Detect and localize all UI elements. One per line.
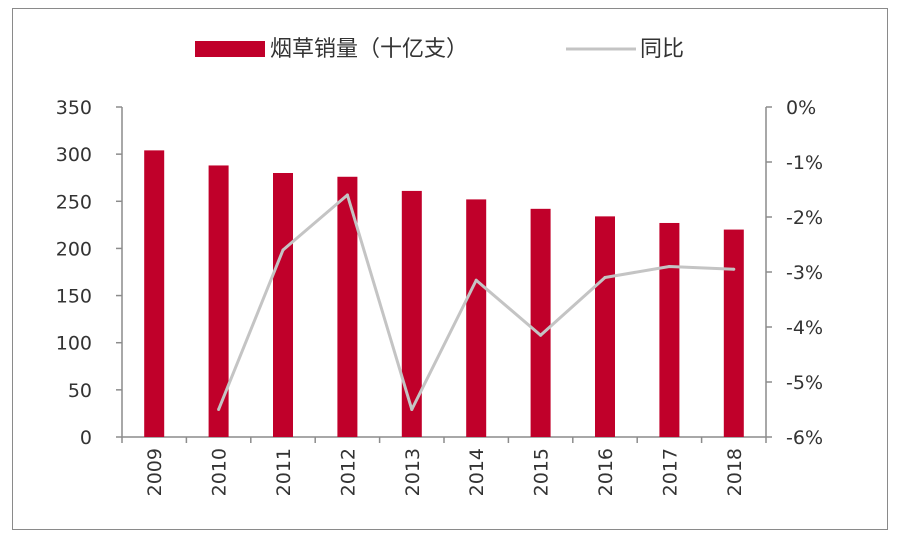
- axes: 0 50 100 150 200 250 300 350 -6% -5% -4% -3% -2% -1% 0…: [56, 97, 823, 449]
- x-tick-label: 2018: [724, 448, 746, 496]
- bar-2011: [273, 173, 293, 437]
- bar-2013: [401, 190, 422, 437]
- x-tick-labels: 2009 2010 2011 2012 2013 2014 2015 2016 2017 2018: [144, 448, 746, 496]
- right-tick-label: -1%: [786, 152, 823, 174]
- bar-2012: [337, 176, 358, 437]
- legend-label-bar: 烟草销量（十亿支）: [270, 37, 468, 62]
- x-tick-label: 2013: [402, 448, 424, 496]
- right-tick-label: -5%: [786, 372, 823, 394]
- legend: 烟草销量（十亿支） 同比: [195, 37, 684, 62]
- x-tick-label: 2010: [209, 448, 231, 496]
- bar-2014: [466, 199, 487, 437]
- right-tick-label: -3%: [786, 262, 823, 284]
- right-tick-label: -6%: [786, 427, 823, 449]
- yoy-point-2010: [217, 408, 221, 411]
- yoy-point-2018: [732, 267, 736, 271]
- yoy-point-2013: [410, 408, 414, 411]
- bar-2018: [723, 229, 744, 437]
- yoy-point-2015: [539, 333, 543, 337]
- bar-2016: [595, 216, 615, 437]
- x-tick-label: 2016: [595, 448, 617, 496]
- left-tick-label: 50: [68, 380, 92, 402]
- left-tick-label: 0: [80, 427, 92, 449]
- left-tick-label: 300: [56, 144, 92, 166]
- bar-series: [144, 150, 744, 437]
- bar-2009: [144, 150, 165, 437]
- x-tick-label: 2017: [659, 448, 681, 496]
- yoy-point-2017: [667, 265, 671, 268]
- left-tick-label: 350: [56, 97, 92, 119]
- left-tick-label: 250: [56, 191, 92, 213]
- left-tick-label: 200: [56, 238, 92, 260]
- left-tick-label: 150: [56, 286, 92, 308]
- bar-2010: [208, 165, 229, 437]
- yoy-point-2016: [603, 276, 607, 279]
- bar-2017: [659, 222, 680, 437]
- x-tick-label: 2011: [273, 448, 295, 496]
- yoy-point-2014: [474, 278, 478, 282]
- legend-swatch-bar: [195, 41, 265, 57]
- bar-2015: [530, 208, 551, 437]
- x-tick-label: 2014: [466, 448, 488, 496]
- yoy-point-2011: [281, 248, 285, 252]
- left-tick-label: 100: [56, 333, 92, 355]
- line-series: [217, 193, 736, 411]
- right-tick-label: -4%: [786, 317, 823, 339]
- yoy-point-2012: [345, 193, 349, 197]
- x-tick-label: 2009: [144, 448, 166, 496]
- x-tick-label: 2012: [337, 448, 359, 496]
- x-tick-label: 2015: [531, 448, 553, 496]
- right-tick-label: -2%: [786, 207, 823, 229]
- right-tick-label: 0%: [786, 97, 816, 119]
- legend-label-line: 同比: [640, 37, 684, 62]
